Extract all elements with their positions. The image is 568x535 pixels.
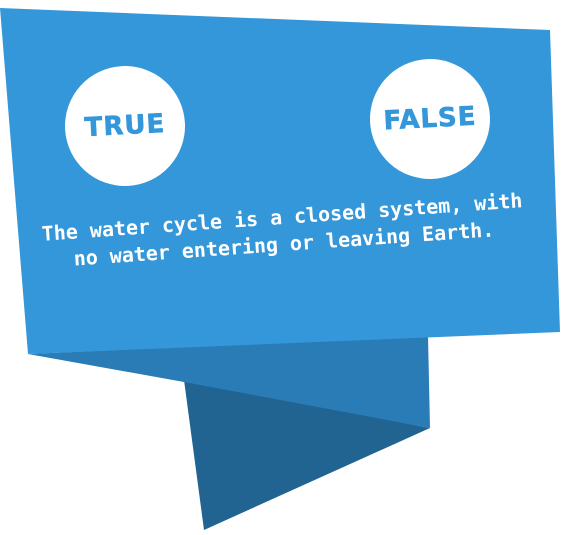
false-label: FALSE <box>382 101 478 137</box>
banner-panel <box>0 8 560 354</box>
banner-fold-dark <box>184 380 430 530</box>
banner-fold-mid <box>28 336 430 428</box>
true-label: TRUE <box>83 108 167 144</box>
